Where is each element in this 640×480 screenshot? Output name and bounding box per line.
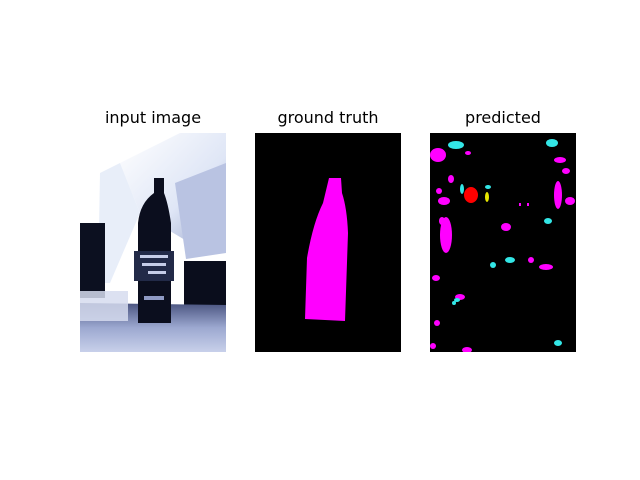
input-bottle <box>138 178 171 323</box>
pred-blob <box>452 301 456 305</box>
input-dark-right <box>184 261 226 311</box>
ground-truth-mask <box>255 133 401 352</box>
pred-blob <box>527 203 529 206</box>
pred-blob <box>448 141 464 149</box>
pred-blob <box>434 320 440 326</box>
pred-blob <box>439 217 445 225</box>
pred-blob <box>440 217 452 253</box>
pred-blob <box>562 168 570 174</box>
panel-title-predicted: predicted <box>465 108 541 127</box>
pred-blob <box>436 188 442 194</box>
input-label-text-3 <box>148 271 166 274</box>
ground-truth-bottle <box>305 178 348 321</box>
panel-title-input: input image <box>104 108 202 127</box>
pred-blob <box>430 343 436 349</box>
pred-blob <box>460 184 464 194</box>
input-lamp <box>98 163 140 283</box>
pred-blob <box>501 223 511 231</box>
pred-blob <box>554 157 566 163</box>
input-ashtray <box>80 291 128 321</box>
pred-blob <box>454 298 460 302</box>
pred-blob <box>462 347 472 352</box>
pred-blob <box>465 151 471 155</box>
input-label-text-2 <box>142 263 166 266</box>
panel-title-ground-truth: ground truth <box>277 108 379 127</box>
pred-blob <box>490 262 496 268</box>
pred-blob <box>464 187 478 203</box>
pred-blob <box>485 185 491 189</box>
input-bottle-highlight <box>144 296 164 300</box>
pred-blob <box>448 175 454 183</box>
pred-blob <box>485 192 489 202</box>
pred-blob <box>546 139 558 147</box>
pred-blob <box>539 264 553 270</box>
pred-blob <box>528 257 534 263</box>
pred-blob <box>565 197 575 205</box>
pred-blob <box>544 218 552 224</box>
input-wall-right <box>175 163 226 259</box>
predicted-background <box>430 133 576 352</box>
pred-blob <box>554 181 562 209</box>
pred-blob <box>519 203 521 206</box>
predicted-mask <box>430 133 576 352</box>
pred-blob <box>430 148 446 162</box>
input-label-text-1 <box>140 255 168 258</box>
pred-blob <box>554 340 562 346</box>
input-image <box>80 133 226 352</box>
pred-blob <box>505 257 515 263</box>
input-dark-left <box>80 223 105 298</box>
pred-blob <box>438 197 450 205</box>
pred-blob <box>432 275 440 281</box>
